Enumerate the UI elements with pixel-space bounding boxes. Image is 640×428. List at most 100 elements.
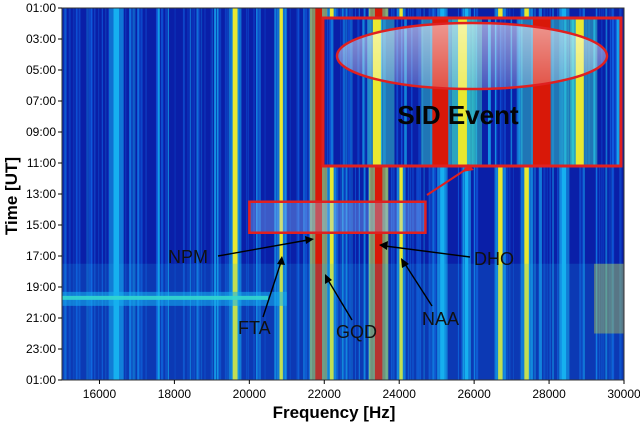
noise-streak <box>275 8 278 380</box>
noise-streak <box>193 8 196 380</box>
inset-noise-streak <box>369 18 372 166</box>
noise-streak <box>226 8 228 380</box>
noise-streak <box>137 8 140 380</box>
high-freq-noise <box>594 263 624 334</box>
inset-noise-streak <box>472 18 474 166</box>
noise-streak <box>336 8 339 380</box>
y-tick-label: 17:00 <box>26 249 56 263</box>
inset-noise-streak <box>404 18 407 166</box>
y-tick-label: 15:00 <box>26 218 56 232</box>
inset-noise-streak <box>559 18 561 166</box>
inset-noise-streak <box>615 18 618 166</box>
inset-noise-streak <box>329 18 333 166</box>
inset-noise-streak <box>564 18 567 166</box>
x-tick-label: 20000 <box>233 387 267 401</box>
noise-streak <box>187 8 189 380</box>
transmitter-line <box>399 8 403 380</box>
inset-noise-streak <box>616 18 619 166</box>
noise-streak <box>166 8 168 380</box>
inset-noise-streak <box>611 18 615 166</box>
inset-noise-streak <box>521 18 523 166</box>
night-noise-region <box>62 263 624 380</box>
inset-noise-streak <box>499 18 502 166</box>
noise-streak <box>211 8 213 380</box>
transmitter-line <box>315 8 323 380</box>
noise-streak <box>410 8 412 380</box>
noise-streak <box>609 8 611 380</box>
inset-noise-streak <box>516 18 519 166</box>
noise-streak <box>431 8 434 380</box>
noise-streak <box>285 8 288 380</box>
inset-noise-streak <box>418 18 422 166</box>
inset-noise-streak <box>342 18 345 166</box>
noise-streak <box>363 8 367 380</box>
inset-noise-streak <box>404 18 406 166</box>
inset-noise-streak <box>362 18 364 166</box>
arrowhead-gqd <box>325 274 332 284</box>
inset-line <box>372 18 381 166</box>
noise-streak <box>419 8 422 380</box>
noise-streak <box>191 8 195 380</box>
noise-streak <box>604 8 608 380</box>
transmitter-line <box>440 8 445 380</box>
noise-streak <box>129 8 131 380</box>
inset-noise-streak <box>400 18 403 166</box>
arrow-dho <box>384 245 471 258</box>
noise-streak <box>363 8 365 380</box>
arrowhead-naa <box>401 258 409 268</box>
noise-streak <box>161 8 164 380</box>
noise-streak <box>200 8 202 380</box>
noise-streak <box>416 8 418 380</box>
arrow-naa <box>404 263 433 307</box>
noise-streak <box>105 8 107 380</box>
inset-noise-streak <box>605 18 608 166</box>
x-axis-ticks: 16000 18000 20000 22000 24000 26000 28000 30000 <box>83 380 640 401</box>
noise-streak <box>62 8 64 380</box>
noise-streak <box>601 8 603 380</box>
noise-streak <box>167 8 170 380</box>
noise-streak <box>407 8 410 380</box>
noise-streak <box>411 8 414 380</box>
y-tick-label: 11:00 <box>27 156 56 170</box>
inset-noise-streak <box>601 18 603 166</box>
inset-noise-streak <box>330 18 333 166</box>
transmitter-line <box>464 8 469 380</box>
noise-streak <box>256 8 258 380</box>
noise-streak <box>608 8 611 380</box>
inset-noise-streak <box>593 18 597 166</box>
noise-streak <box>284 8 287 380</box>
noise-streak <box>513 8 515 380</box>
noise-streak <box>274 8 277 380</box>
inset-noise-streak <box>530 18 534 166</box>
inset-noise-streak <box>366 18 369 166</box>
inset-noise-streak <box>449 18 451 166</box>
noise-streak <box>138 8 140 380</box>
inset-connector <box>426 167 469 196</box>
noise-streak <box>410 8 411 380</box>
noise-streak <box>72 8 75 380</box>
inset-noise-streak <box>560 18 563 166</box>
noise-streak <box>358 8 360 380</box>
inset-noise-streak <box>571 18 575 166</box>
noise-streak <box>606 8 608 380</box>
noise-streak <box>297 8 300 380</box>
noise-streak <box>69 8 71 380</box>
x-tick-label: 28000 <box>532 387 566 401</box>
noise-streak <box>552 8 554 380</box>
inset-noise-streak <box>342 18 344 166</box>
transmitter-line <box>232 8 238 380</box>
noise-streak <box>473 8 475 380</box>
noise-streak <box>214 8 217 380</box>
transmitter-line <box>524 8 529 380</box>
inset-noise-streak <box>503 18 507 166</box>
arrowhead-fta <box>277 256 285 265</box>
noise-streak <box>391 8 394 380</box>
inset-noise-streak <box>487 18 491 166</box>
inset-noise-streak <box>421 18 424 166</box>
noise-streak <box>86 8 89 380</box>
noise-streak <box>90 8 93 380</box>
noise-streak <box>64 8 67 380</box>
broadband-band-core <box>62 295 269 300</box>
inset-noise-streak <box>382 18 386 166</box>
sid-event-highlight-box <box>248 200 427 234</box>
